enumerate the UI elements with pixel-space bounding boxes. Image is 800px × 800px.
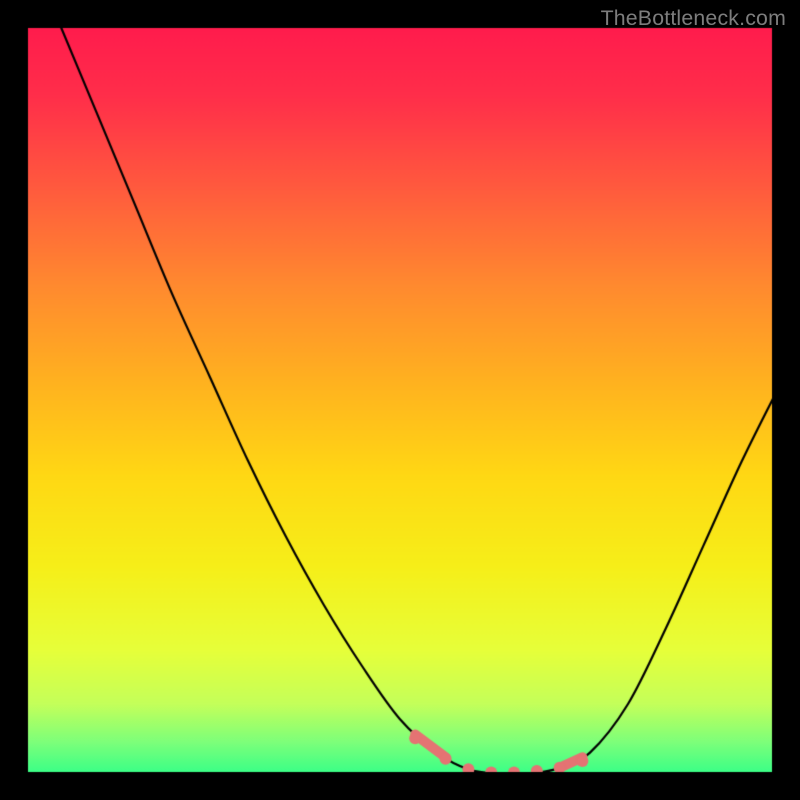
bottleneck-curve-canvas: [0, 0, 800, 800]
chart-figure: TheBottleneck.com: [0, 0, 800, 800]
